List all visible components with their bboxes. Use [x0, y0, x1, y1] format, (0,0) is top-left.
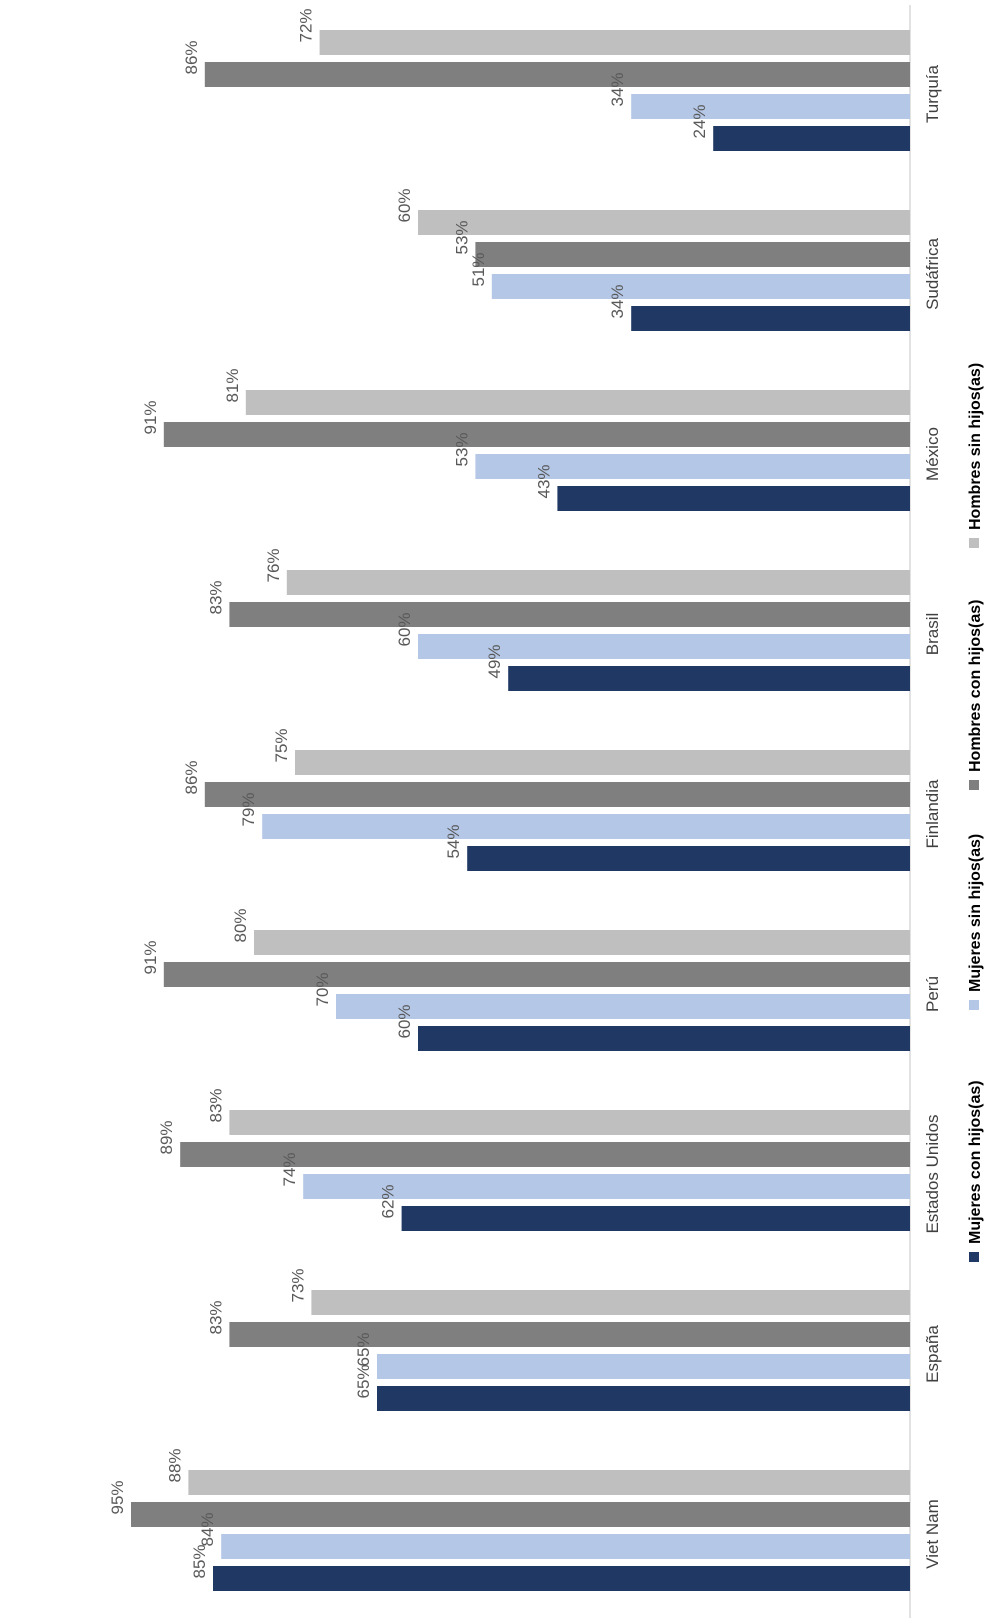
data-label-sudafrica-mujeres-sin-hijos-as: 51% — [469, 252, 488, 286]
data-label-viet-nam-mujeres-sin-hijos-as: 84% — [198, 1512, 217, 1546]
data-label-viet-nam-hombres-con-hijos-as: 95% — [108, 1480, 127, 1514]
bar-viet-nam-hombres-sin-hijos-as — [188, 1470, 910, 1495]
bar-estados-unidos-mujeres-sin-hijos-as — [303, 1174, 910, 1199]
data-label-espana-hombres-con-hijos-as: 83% — [206, 1300, 225, 1334]
data-label-viet-nam-mujeres-con-hijos-as: 85% — [190, 1544, 209, 1578]
bar-peru-hombres-con-hijos-as — [163, 962, 911, 987]
data-label-sudafrica-mujeres-con-hijos-as: 34% — [608, 284, 627, 318]
data-label-peru-mujeres-sin-hijos-as: 70% — [313, 972, 332, 1006]
data-label-peru-hombres-con-hijos-as: 91% — [141, 940, 160, 974]
bar-turquia-hombres-con-hijos-as — [204, 62, 911, 87]
data-label-brasil-mujeres-con-hijos-as: 49% — [485, 644, 504, 678]
bar-mexico-hombres-con-hijos-as — [163, 422, 911, 447]
category-label-viet-nam: Viet Nam — [923, 1499, 942, 1569]
data-label-espana-mujeres-con-hijos-as: 65% — [354, 1364, 373, 1398]
data-label-brasil-hombres-sin-hijos-as: 76% — [264, 548, 283, 582]
bar-finlandia-hombres-con-hijos-as — [204, 782, 911, 807]
data-label-viet-nam-hombres-sin-hijos-as: 88% — [165, 1448, 184, 1482]
data-label-turquia-mujeres-sin-hijos-as: 34% — [608, 72, 627, 106]
bar-peru-hombres-sin-hijos-as — [254, 930, 910, 955]
bar-finlandia-mujeres-con-hijos-as — [467, 846, 910, 871]
bar-sudafrica-mujeres-con-hijos-as — [631, 306, 910, 331]
data-label-turquia-mujeres-con-hijos-as: 24% — [690, 104, 709, 138]
bar-viet-nam-mujeres-con-hijos-as — [213, 1566, 910, 1591]
data-label-estados-unidos-hombres-sin-hijos-as: 83% — [206, 1088, 225, 1122]
category-label-espana: España — [923, 1325, 942, 1383]
bar-peru-mujeres-sin-hijos-as — [336, 994, 910, 1019]
bar-peru-mujeres-con-hijos-as — [418, 1026, 910, 1051]
data-label-mexico-hombres-con-hijos-as: 91% — [141, 400, 160, 434]
data-label-brasil-mujeres-sin-hijos-as: 60% — [395, 612, 414, 646]
data-label-turquia-hombres-con-hijos-as: 86% — [182, 40, 201, 74]
legend-swatch-hombres-con-hijos-as — [969, 780, 979, 790]
bar-mexico-mujeres-sin-hijos-as — [475, 454, 910, 479]
bar-brasil-mujeres-con-hijos-as — [508, 666, 910, 691]
data-label-finlandia-mujeres-sin-hijos-as: 79% — [239, 792, 258, 826]
data-label-estados-unidos-hombres-con-hijos-as: 89% — [157, 1120, 176, 1154]
bar-estados-unidos-mujeres-con-hijos-as — [401, 1206, 910, 1231]
category-label-brasil: Brasil — [923, 613, 942, 656]
category-label-estados-unidos: Estados Unidos — [923, 1114, 942, 1233]
category-label-sudafrica: Sudáfrica — [923, 238, 942, 310]
data-label-espana-mujeres-sin-hijos-as: 65% — [354, 1332, 373, 1366]
legend-label-mujeres-sin-hijos-as: Mujeres sin hijos(as) — [967, 834, 984, 992]
data-label-sudafrica-hombres-sin-hijos-as: 60% — [395, 188, 414, 222]
legend: Mujeres con hijos(as) Mujeres sin hijos(a… — [967, 363, 984, 1262]
bar-espana-hombres-con-hijos-as — [229, 1322, 910, 1347]
category-labels-layer: Turquía Sudáfrica México Brasil Finlandia Per… — [923, 64, 942, 1568]
legend-swatch-mujeres-con-hijos-as — [969, 1252, 979, 1262]
bar-espana-mujeres-con-hijos-as — [377, 1386, 910, 1411]
bar-turquia-mujeres-con-hijos-as — [713, 126, 910, 151]
data-label-finlandia-hombres-con-hijos-as: 86% — [182, 760, 201, 794]
data-label-peru-hombres-sin-hijos-as: 80% — [231, 908, 250, 942]
bar-sudafrica-hombres-sin-hijos-as — [418, 210, 910, 235]
legend-label-mujeres-con-hijos-as: Mujeres con hijos(as) — [967, 1080, 984, 1244]
bar-brasil-mujeres-sin-hijos-as — [418, 634, 910, 659]
bar-mexico-hombres-sin-hijos-as — [245, 390, 911, 415]
data-label-estados-unidos-mujeres-con-hijos-as: 62% — [379, 1184, 398, 1218]
data-label-brasil-hombres-con-hijos-as: 83% — [206, 580, 225, 614]
data-label-turquia-hombres-sin-hijos-as: 72% — [297, 8, 316, 42]
bar-finlandia-mujeres-sin-hijos-as — [262, 814, 910, 839]
data-labels-layer: 72%86%34%24%60%53%51%34%81%91%53%43%76%8… — [108, 8, 709, 1578]
bar-sudafrica-hombres-con-hijos-as — [475, 242, 910, 267]
legend-swatch-mujeres-sin-hijos-as — [969, 1000, 979, 1010]
data-label-peru-mujeres-con-hijos-as: 60% — [395, 1004, 414, 1038]
bar-mexico-mujeres-con-hijos-as — [557, 486, 910, 511]
bar-viet-nam-mujeres-sin-hijos-as — [221, 1534, 910, 1559]
legend-label-hombres-sin-hijos-as: Hombres sin hijos(as) — [967, 363, 984, 530]
data-label-mexico-mujeres-sin-hijos-as: 53% — [452, 432, 471, 466]
bar-estados-unidos-hombres-sin-hijos-as — [229, 1110, 910, 1135]
data-label-finlandia-hombres-sin-hijos-as: 75% — [272, 728, 291, 762]
legend-label-hombres-con-hijos-as: Hombres con hijos(as) — [967, 600, 984, 772]
category-label-finlandia: Finlandia — [923, 779, 942, 849]
category-label-turquia: Turquía — [923, 64, 942, 123]
bar-brasil-hombres-sin-hijos-as — [286, 570, 910, 595]
category-label-peru: Perú — [923, 976, 942, 1012]
bar-estados-unidos-hombres-con-hijos-as — [180, 1142, 910, 1167]
bar-espana-hombres-sin-hijos-as — [311, 1290, 910, 1315]
data-label-estados-unidos-mujeres-sin-hijos-as: 74% — [280, 1152, 299, 1186]
data-label-sudafrica-hombres-con-hijos-as: 53% — [452, 220, 471, 254]
legend-swatch-hombres-sin-hijos-as — [969, 538, 979, 548]
data-label-mexico-mujeres-con-hijos-as: 43% — [534, 464, 553, 498]
bar-finlandia-hombres-sin-hijos-as — [295, 750, 910, 775]
category-label-mexico: México — [923, 427, 942, 481]
bar-viet-nam-hombres-con-hijos-as — [131, 1502, 910, 1527]
data-label-espana-hombres-sin-hijos-as: 73% — [288, 1268, 307, 1302]
bars-layer — [131, 30, 911, 1591]
bar-turquia-mujeres-sin-hijos-as — [631, 94, 910, 119]
data-label-mexico-hombres-sin-hijos-as: 81% — [223, 368, 242, 402]
bar-turquia-hombres-sin-hijos-as — [319, 30, 911, 55]
bar-espana-mujeres-sin-hijos-as — [377, 1354, 910, 1379]
bar-brasil-hombres-con-hijos-as — [229, 602, 910, 627]
data-label-finlandia-mujeres-con-hijos-as: 54% — [444, 824, 463, 858]
bar-sudafrica-mujeres-sin-hijos-as — [491, 274, 910, 299]
